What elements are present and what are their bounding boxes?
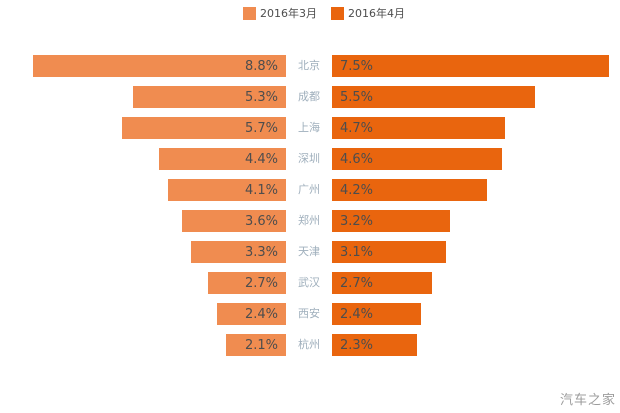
bar-value-label: 4.1% bbox=[244, 182, 278, 198]
left-bar-zone: 8.8% bbox=[0, 55, 286, 77]
chart-row: 5.3% 成都 5.5% bbox=[0, 86, 620, 108]
right-bar-zone: 5.5% bbox=[332, 86, 535, 108]
legend-swatch-curr-month-icon bbox=[331, 7, 344, 20]
chart-row: 4.4% 深圳 4.6% bbox=[0, 148, 620, 170]
left-bar-zone: 2.7% bbox=[0, 272, 286, 294]
left-bar-zone: 4.1% bbox=[0, 179, 286, 201]
city-label: 西安 bbox=[298, 307, 320, 320]
city-label: 杭州 bbox=[298, 338, 320, 351]
left-bar-zone: 3.6% bbox=[0, 210, 286, 232]
bar-value-label: 2.3% bbox=[340, 337, 374, 353]
bar-curr-month: 3.2% bbox=[332, 210, 451, 232]
legend-item-prev-month: 2016年3月 bbox=[243, 6, 317, 21]
bar-value-label: 8.8% bbox=[244, 58, 278, 74]
left-bar-zone: 3.3% bbox=[0, 241, 286, 263]
right-bar-zone: 4.2% bbox=[332, 179, 487, 201]
bar-curr-month: 3.1% bbox=[332, 241, 447, 263]
legend-label-curr-month: 2016年4月 bbox=[348, 7, 405, 20]
right-bar-zone: 2.3% bbox=[332, 334, 417, 356]
bar-curr-month: 7.5% bbox=[332, 55, 609, 77]
city-label: 武汉 bbox=[298, 276, 320, 289]
left-bar-zone: 5.7% bbox=[0, 117, 286, 139]
bar-value-label: 5.3% bbox=[244, 89, 278, 105]
bar-value-label: 7.5% bbox=[340, 58, 374, 74]
bar-value-label: 2.1% bbox=[244, 337, 278, 353]
chart-row: 4.1% 广州 4.2% bbox=[0, 179, 620, 201]
left-bar-zone: 4.4% bbox=[0, 148, 286, 170]
bar-value-label: 3.2% bbox=[340, 213, 374, 229]
chart-row: 8.8% 北京 7.5% bbox=[0, 55, 620, 77]
bar-value-label: 4.4% bbox=[244, 151, 278, 167]
bar-curr-month: 2.3% bbox=[332, 334, 417, 356]
bar-curr-month: 2.7% bbox=[332, 272, 432, 294]
bar-prev-month: 5.7% bbox=[121, 117, 286, 139]
left-bar-zone: 2.1% bbox=[0, 334, 286, 356]
city-label: 深圳 bbox=[298, 152, 320, 165]
bar-curr-month: 4.2% bbox=[332, 179, 487, 201]
bar-prev-month: 2.7% bbox=[208, 272, 286, 294]
bar-value-label: 5.7% bbox=[244, 120, 278, 136]
city-label: 郑州 bbox=[298, 214, 320, 227]
city-label: 上海 bbox=[298, 121, 320, 134]
chart-row: 3.3% 天津 3.1% bbox=[0, 241, 620, 263]
bar-value-label: 4.7% bbox=[340, 120, 374, 136]
bar-prev-month: 2.4% bbox=[216, 303, 286, 325]
watermark: 汽车之家 bbox=[559, 393, 616, 408]
bar-curr-month: 5.5% bbox=[332, 86, 535, 108]
bar-value-label: 3.6% bbox=[244, 213, 278, 229]
left-bar-zone: 2.4% bbox=[0, 303, 286, 325]
bar-value-label: 2.7% bbox=[244, 275, 278, 291]
chart-row: 2.7% 武汉 2.7% bbox=[0, 272, 620, 294]
left-bar-zone: 5.3% bbox=[0, 86, 286, 108]
bar-prev-month: 5.3% bbox=[133, 86, 286, 108]
bar-curr-month: 4.6% bbox=[332, 148, 502, 170]
bar-value-label: 4.6% bbox=[340, 151, 374, 167]
butterfly-bar-chart: 8.8% 北京 7.5% 5.3% 成都 5.5% 5.7% 上海 4.7% 4.4% 深圳 4.6%… bbox=[0, 55, 620, 365]
city-label: 广州 bbox=[298, 183, 320, 196]
city-label: 天津 bbox=[298, 245, 320, 258]
chart-row: 2.4% 西安 2.4% bbox=[0, 303, 620, 325]
right-bar-zone: 3.2% bbox=[332, 210, 451, 232]
bar-prev-month: 3.3% bbox=[190, 241, 286, 263]
chart-legend: 2016年3月 2016年4月 bbox=[14, 6, 620, 21]
legend-label-prev-month: 2016年3月 bbox=[260, 7, 317, 20]
right-bar-zone: 3.1% bbox=[332, 241, 447, 263]
bar-value-label: 2.4% bbox=[244, 306, 278, 322]
right-bar-zone: 2.4% bbox=[332, 303, 421, 325]
bar-prev-month: 2.1% bbox=[225, 334, 286, 356]
bar-curr-month: 4.7% bbox=[332, 117, 506, 139]
city-label: 成都 bbox=[298, 90, 320, 103]
chart-row: 2.1% 杭州 2.3% bbox=[0, 334, 620, 356]
bar-value-label: 2.4% bbox=[340, 306, 374, 322]
legend-swatch-prev-month-icon bbox=[243, 7, 256, 20]
chart-row: 3.6% 郑州 3.2% bbox=[0, 210, 620, 232]
bar-value-label: 5.5% bbox=[340, 89, 374, 105]
bar-prev-month: 4.1% bbox=[167, 179, 286, 201]
bar-value-label: 3.1% bbox=[340, 244, 374, 260]
right-bar-zone: 4.6% bbox=[332, 148, 502, 170]
bar-value-label: 4.2% bbox=[340, 182, 374, 198]
bar-prev-month: 3.6% bbox=[182, 210, 286, 232]
bar-curr-month: 2.4% bbox=[332, 303, 421, 325]
right-bar-zone: 7.5% bbox=[332, 55, 609, 77]
bar-prev-month: 8.8% bbox=[32, 55, 286, 77]
bar-value-label: 3.3% bbox=[244, 244, 278, 260]
city-label: 北京 bbox=[298, 59, 320, 72]
legend-item-curr-month: 2016年4月 bbox=[331, 6, 405, 21]
chart-row: 5.7% 上海 4.7% bbox=[0, 117, 620, 139]
right-bar-zone: 4.7% bbox=[332, 117, 506, 139]
bar-value-label: 2.7% bbox=[340, 275, 374, 291]
bar-prev-month: 4.4% bbox=[159, 148, 286, 170]
right-bar-zone: 2.7% bbox=[332, 272, 432, 294]
